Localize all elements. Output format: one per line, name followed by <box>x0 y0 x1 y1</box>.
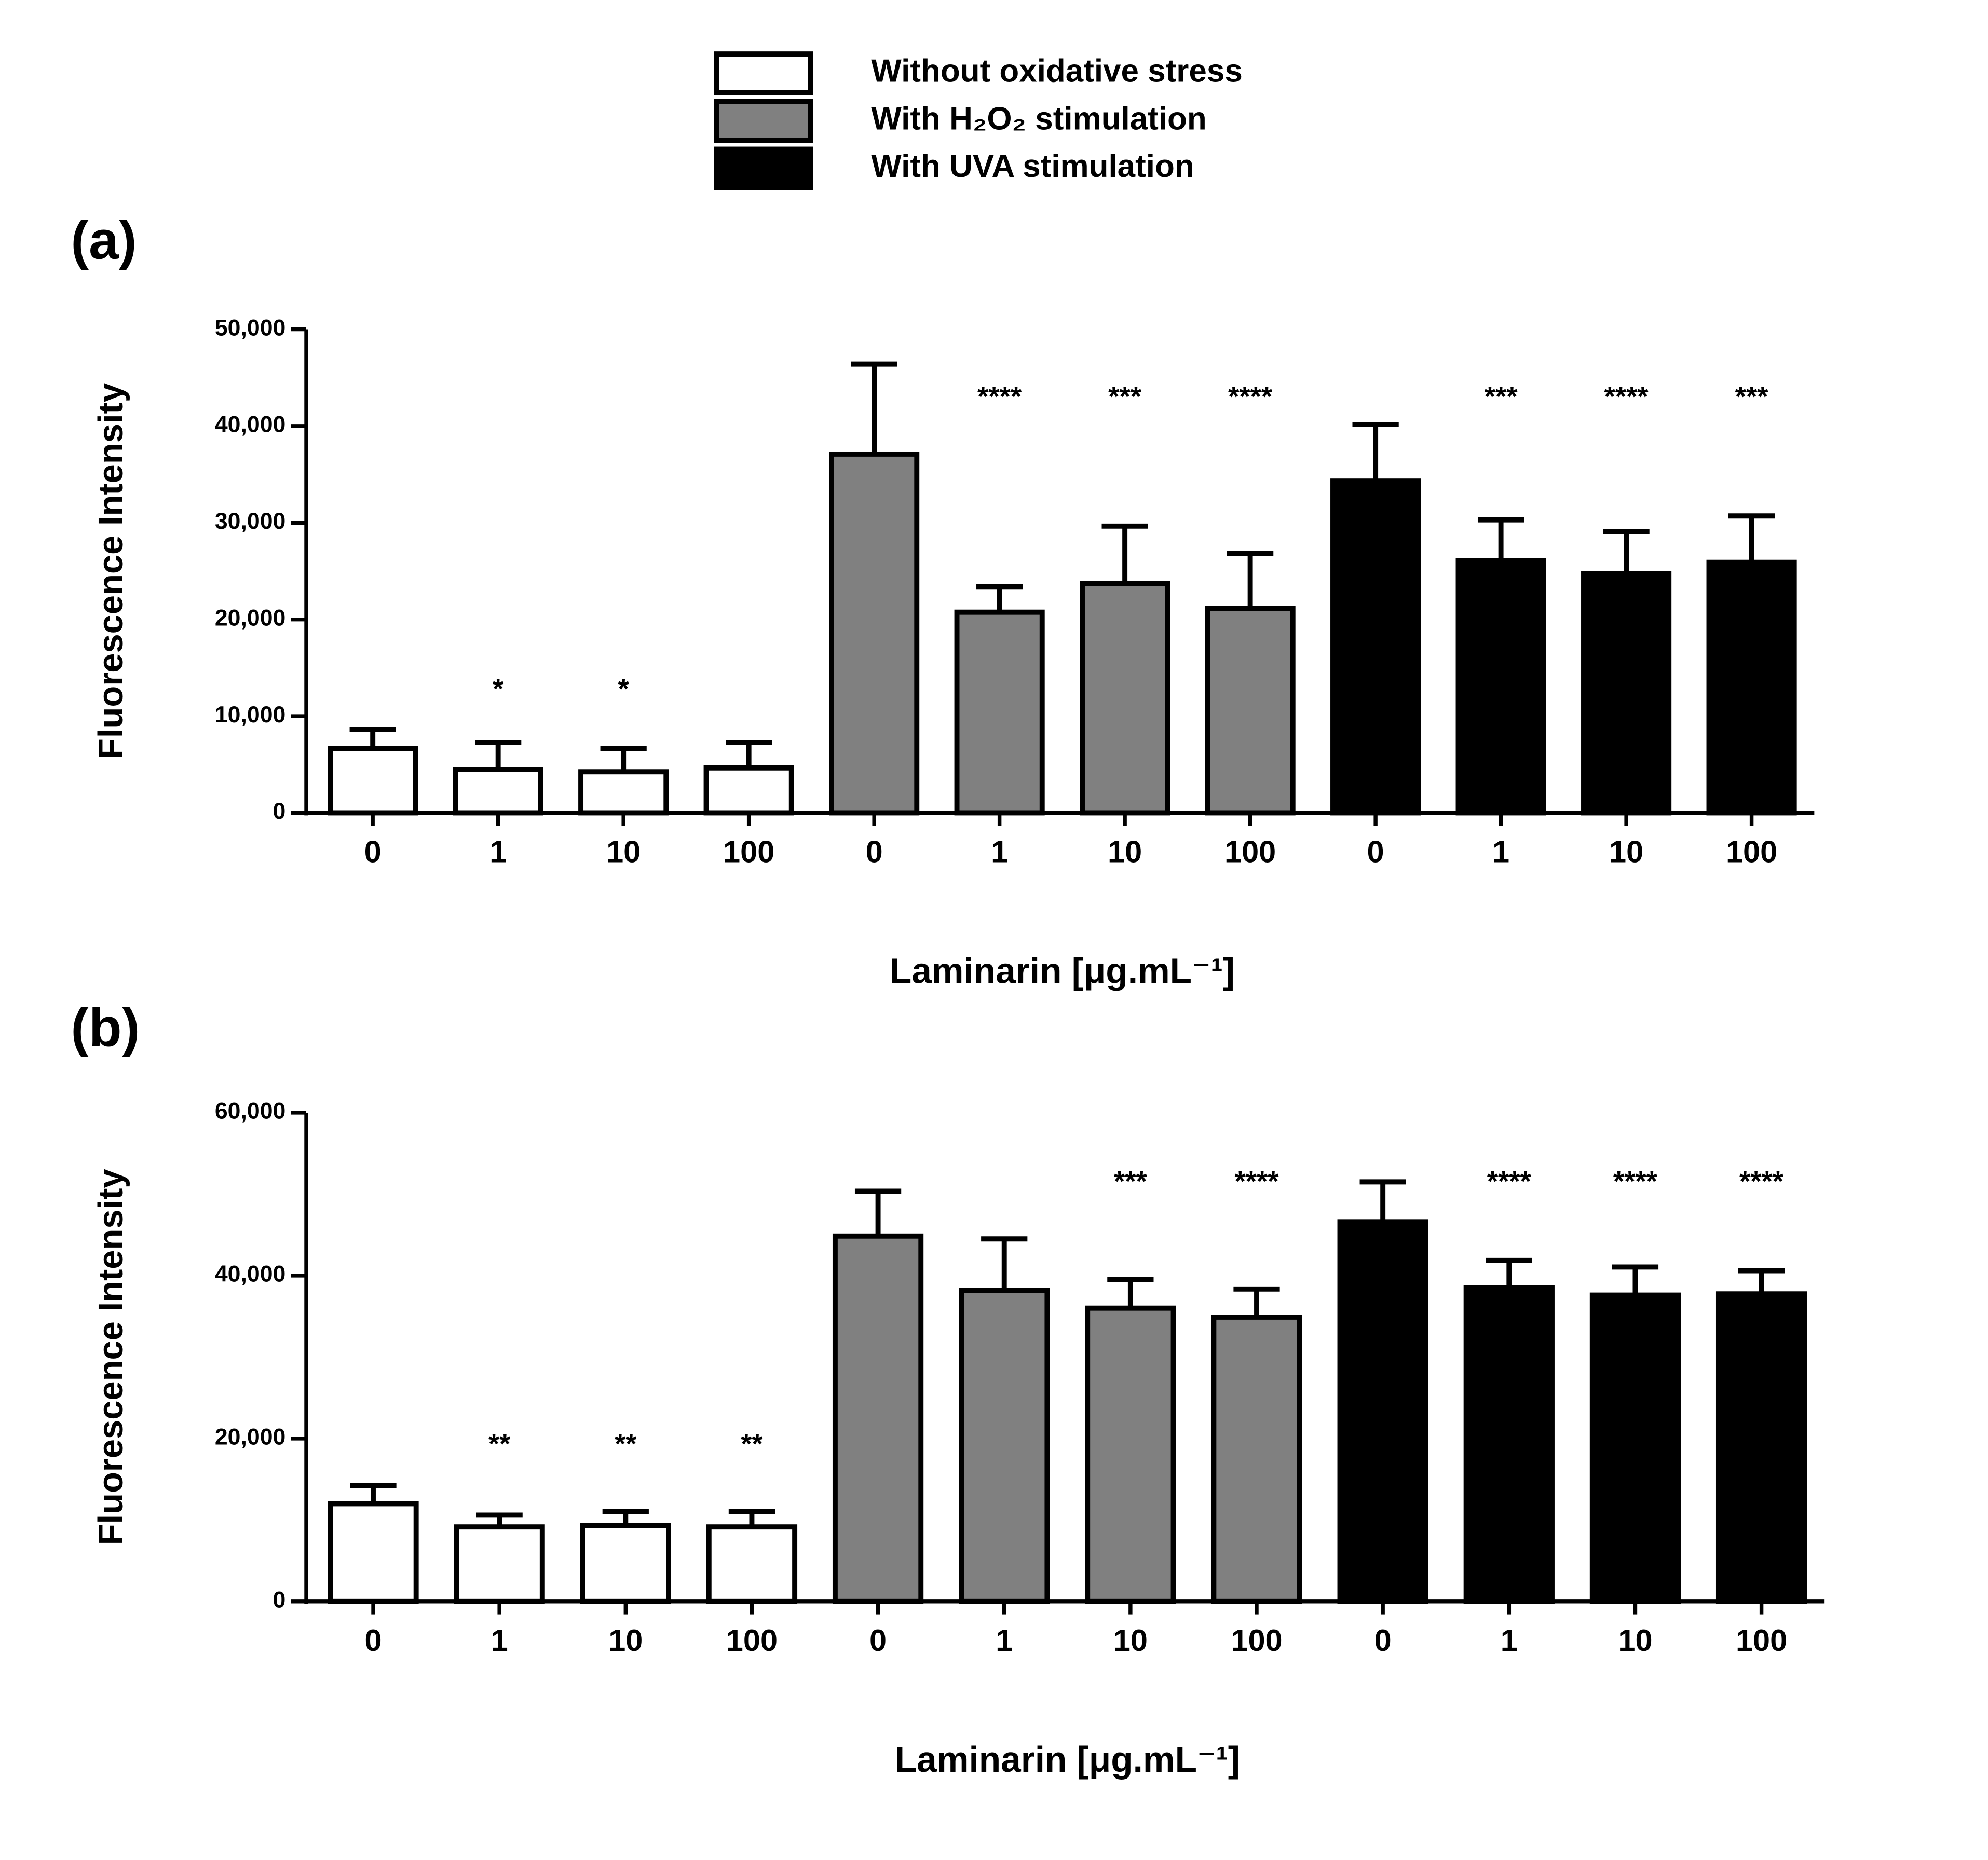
x-tick-label: 1 <box>491 1623 508 1658</box>
bar <box>832 1233 924 1604</box>
significance-mark: *** <box>1114 1166 1147 1197</box>
bar <box>1455 558 1546 816</box>
x-tick-label: 10 <box>608 1623 643 1658</box>
significance-mark: ** <box>488 1428 511 1459</box>
legend-label: With UVA stimulation <box>871 148 1194 184</box>
bar <box>580 1523 671 1604</box>
y-tick-label: 0 <box>273 1588 286 1613</box>
bar <box>1463 1285 1555 1604</box>
x-tick-label: 1 <box>991 834 1008 869</box>
bar <box>328 1501 419 1604</box>
x-tick-label: 0 <box>869 1623 887 1658</box>
y-tick-label: 0 <box>273 799 286 824</box>
significance-mark: *** <box>1108 381 1141 413</box>
significance-mark: *** <box>1735 381 1768 413</box>
x-tick-label: 10 <box>1108 834 1142 869</box>
bar <box>1211 1315 1302 1604</box>
x-tick-label: 100 <box>723 834 774 869</box>
legend-swatch <box>714 146 813 190</box>
y-axis-label: Fluorescence Intensity <box>91 1169 130 1545</box>
significance-mark: * <box>618 673 630 704</box>
bar <box>706 1524 798 1604</box>
legend-label: With H₂O₂ stimulation <box>871 101 1207 136</box>
x-tick-label: 0 <box>364 834 382 869</box>
bar <box>578 769 669 816</box>
x-tick-label: 0 <box>866 834 883 869</box>
legend-swatch <box>714 51 813 95</box>
significance-mark: *** <box>1485 381 1518 413</box>
significance-mark: **** <box>1739 1166 1784 1197</box>
legend-label: Without oxidative stress <box>871 53 1243 89</box>
bar <box>1337 1219 1428 1604</box>
y-tick-label: 20,000 <box>215 605 285 631</box>
bar <box>453 767 543 816</box>
x-tick-label: 1 <box>1501 1623 1518 1658</box>
x-tick-label: 100 <box>1736 1623 1787 1658</box>
bar <box>703 765 794 816</box>
bar <box>1330 478 1421 816</box>
x-tick-label: 1 <box>996 1623 1013 1658</box>
bar <box>1581 571 1672 816</box>
significance-mark: **** <box>1604 381 1649 413</box>
significance-mark: **** <box>1487 1166 1532 1197</box>
bar <box>1715 1291 1807 1604</box>
bar <box>1205 606 1296 816</box>
legend-swatch <box>714 99 813 143</box>
x-tick-label: 1 <box>489 834 507 869</box>
y-tick-label: 40,000 <box>215 1262 285 1287</box>
bar <box>959 1288 1050 1604</box>
y-tick-label: 20,000 <box>215 1425 285 1450</box>
y-tick-label: 30,000 <box>215 509 285 534</box>
bar <box>829 451 920 816</box>
y-tick-label: 40,000 <box>215 412 285 437</box>
x-tick-label: 0 <box>1374 1623 1392 1658</box>
y-tick-label: 10,000 <box>215 702 285 728</box>
x-tick-label: 100 <box>726 1623 778 1658</box>
panel-label: (a) <box>71 210 137 270</box>
y-axis-label: Fluorescence Intensity <box>91 383 130 759</box>
bar <box>454 1524 545 1604</box>
bar <box>1706 559 1797 816</box>
bar <box>954 609 1045 816</box>
significance-mark: **** <box>977 381 1022 413</box>
y-tick-label: 50,000 <box>215 315 285 340</box>
panel-label: (b) <box>71 997 140 1058</box>
x-tick-label: 100 <box>1231 1623 1282 1658</box>
x-tick-label: 10 <box>606 834 641 869</box>
x-axis-label: Laminarin [μg.mL⁻¹] <box>890 951 1235 991</box>
bar <box>1080 581 1170 816</box>
significance-mark: **** <box>1228 381 1273 413</box>
bar <box>1589 1292 1681 1604</box>
y-tick-label: 60,000 <box>215 1099 285 1124</box>
significance-mark: **** <box>1235 1166 1279 1197</box>
x-tick-label: 100 <box>1726 834 1777 869</box>
x-axis-label: Laminarin [μg.mL⁻¹] <box>895 1739 1240 1780</box>
significance-mark: **** <box>1613 1166 1658 1197</box>
bar <box>1085 1305 1176 1604</box>
significance-mark: ** <box>741 1428 763 1459</box>
x-tick-label: 10 <box>1618 1623 1652 1658</box>
bar <box>328 746 418 816</box>
significance-mark: ** <box>615 1428 637 1459</box>
x-tick-label: 10 <box>1609 834 1643 869</box>
x-tick-label: 1 <box>1492 834 1509 869</box>
x-tick-label: 0 <box>1367 834 1384 869</box>
x-tick-label: 10 <box>1113 1623 1148 1658</box>
significance-mark: * <box>493 673 504 704</box>
x-tick-label: 100 <box>1224 834 1276 869</box>
x-tick-label: 0 <box>364 1623 382 1658</box>
